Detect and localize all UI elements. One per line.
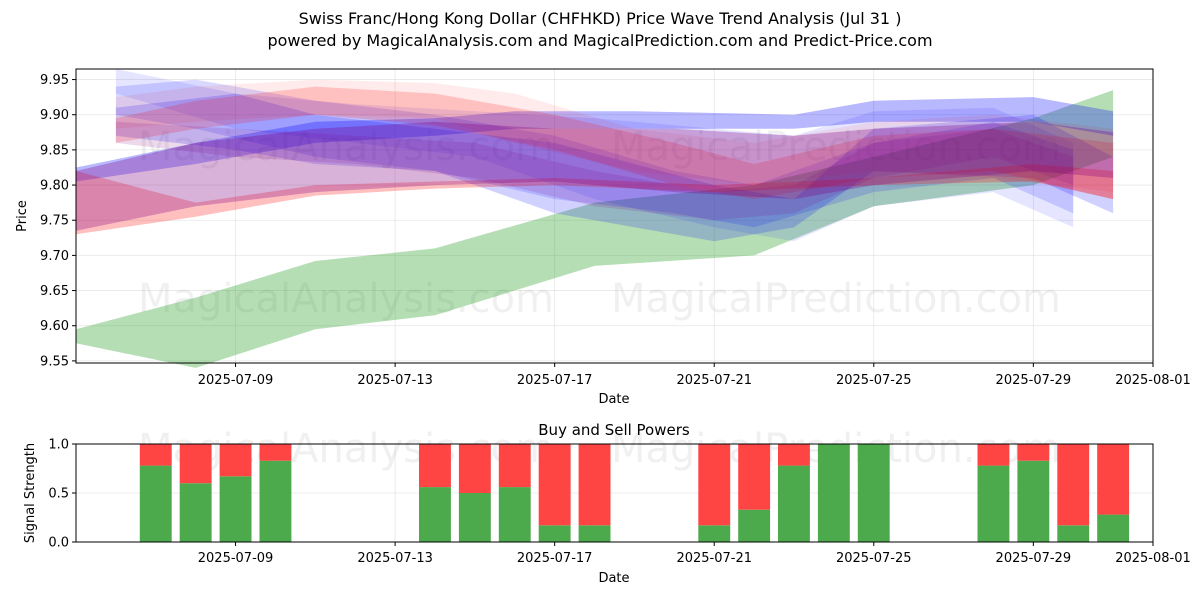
buy-sell-chart: Buy and Sell Powers 0.0 0.5 1.0 2025-07-09 2… (23, 421, 1191, 586)
sell-power-bar (538, 444, 571, 526)
buy-power-bar (817, 444, 850, 542)
price-x-tick-label: 2025-07-29 (996, 373, 1072, 388)
sell-power-bar (738, 444, 771, 510)
price-y-tick-label: 9.95 (40, 73, 69, 88)
buy-power-bar (698, 525, 731, 542)
buy-power-bar (738, 509, 771, 542)
sell-power-bar (698, 444, 731, 526)
buy-power-bar (458, 493, 491, 542)
price-axes: 9.55 9.60 9.65 9.70 9.75 9.80 9.85 9.90 9.95 2025… (40, 68, 1191, 388)
signal-x-tick-label: 2025-07-17 (517, 551, 593, 566)
signal-y-tick-label: 0.0 (48, 536, 69, 551)
price-x-tick-label: 2025-07-17 (517, 373, 593, 388)
price-y-tick-label: 9.70 (40, 249, 69, 264)
sell-power-bar (1057, 444, 1090, 526)
signal-x-axis-label: Date (598, 571, 629, 586)
price-x-axis-label: Date (598, 392, 629, 407)
signal-x-tick-label: 2025-07-21 (676, 551, 752, 566)
buy-power-bar (259, 460, 292, 542)
price-y-tick-label: 9.90 (40, 108, 69, 123)
sell-power-bar (458, 444, 491, 493)
price-bands (76, 69, 1114, 368)
chart-subtitle: powered by MagicalAnalysis.com and Magic… (267, 31, 933, 50)
price-wave-band (76, 164, 1114, 235)
watermark-layer: MagicalAnalysis.com MagicalPrediction.com… (138, 124, 1061, 472)
buy-power-bar (498, 487, 531, 542)
sell-power-bar (419, 444, 451, 488)
watermark-text: MagicalPrediction.com (611, 276, 1061, 322)
price-y-tick-label: 9.60 (40, 319, 69, 334)
price-plot-frame (75, 68, 1154, 364)
signal-x-tick-label: 2025-07-29 (996, 551, 1072, 566)
price-wave-band (76, 121, 1114, 231)
sell-power-bar (498, 444, 531, 488)
buy-sell-title: Buy and Sell Powers (538, 421, 690, 439)
price-wave-band (76, 90, 1114, 368)
price-wave-chart: 9.55 9.60 9.65 9.70 9.75 9.80 9.85 9.90 9.95 2025… (15, 68, 1191, 407)
price-grid (76, 69, 1154, 363)
price-x-tick-label: 2025-07-25 (836, 373, 912, 388)
price-wave-band (76, 97, 1114, 182)
buy-power-bar (219, 476, 252, 542)
sell-power-bar (1097, 444, 1130, 515)
signal-x-tick-label: 2025-08-01 (1115, 551, 1191, 566)
buy-power-bar (538, 525, 571, 542)
price-y-tick-label: 9.80 (40, 179, 69, 194)
sell-power-bar (1017, 444, 1050, 461)
signal-x-tick-label: 2025-07-25 (836, 551, 912, 566)
price-x-tick-label: 2025-07-09 (198, 373, 274, 388)
price-y-axis-label: Price (15, 200, 30, 232)
signal-y-axis-label: Signal Strength (23, 443, 38, 543)
price-wave-band (115, 121, 1074, 221)
price-wave-band (115, 79, 1114, 193)
chart-title: Swiss Franc/Hong Kong Dollar (CHFHKD) Pr… (298, 9, 902, 28)
price-y-tick-label: 9.85 (40, 143, 69, 158)
signal-axes: 0.0 0.5 1.0 2025-07-09 2025-07-13 2025-07-17 2… (48, 438, 1190, 567)
price-x-tick-label: 2025-07-13 (357, 373, 433, 388)
price-wave-band (115, 86, 1114, 200)
signal-x-tick-label: 2025-07-13 (357, 551, 433, 566)
buy-power-bar (778, 465, 810, 542)
price-y-tick-label: 9.65 (40, 284, 69, 299)
watermark-text: MagicalPrediction.com (611, 124, 1061, 170)
buy-power-bar (179, 483, 212, 542)
price-wave-band (115, 69, 1074, 242)
sell-power-bar (778, 444, 810, 466)
buy-power-bar (578, 525, 611, 542)
price-wave-band (115, 93, 1114, 242)
buy-power-bar (977, 465, 1010, 542)
signal-y-tick-label: 1.0 (48, 438, 69, 453)
signal-y-tick-label: 0.5 (48, 487, 69, 502)
sell-power-bar (578, 444, 611, 526)
price-x-tick-label: 2025-08-01 (1115, 373, 1191, 388)
buy-power-bar (857, 444, 890, 542)
buy-power-bar (1097, 514, 1130, 542)
sell-power-bar (139, 444, 172, 466)
sell-power-bar (219, 444, 252, 477)
buy-power-bar (419, 487, 451, 542)
watermark-text: MagicalAnalysis.com (138, 276, 554, 322)
sell-power-bar (259, 444, 292, 461)
price-y-tick-label: 9.55 (40, 354, 69, 369)
signal-bars (139, 444, 1130, 542)
price-x-tick-label: 2025-07-21 (676, 373, 752, 388)
price-y-tick-label: 9.75 (40, 214, 69, 229)
signal-x-tick-label: 2025-07-09 (198, 551, 274, 566)
buy-power-bar (1057, 525, 1090, 542)
watermark-text: MagicalAnalysis.com (138, 124, 554, 170)
price-wave-band (115, 79, 1074, 228)
sell-power-bar (179, 444, 212, 484)
buy-power-bar (139, 465, 172, 542)
buy-power-bar (1017, 460, 1050, 542)
sell-power-bar (977, 444, 1010, 466)
